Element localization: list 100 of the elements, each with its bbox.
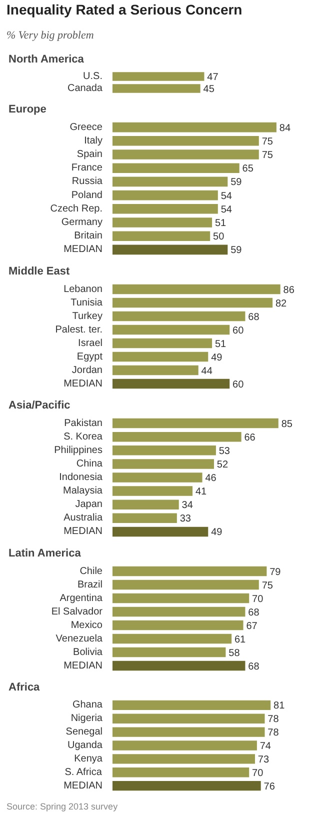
bar: [112, 150, 259, 160]
y-tick-label: S. Africa: [64, 766, 102, 778]
data-label: 76: [264, 781, 276, 792]
data-label: 52: [216, 459, 228, 470]
data-label: 66: [244, 432, 256, 444]
data-label: 68: [248, 607, 260, 618]
bar: [112, 298, 273, 308]
y-tick-label: Philippines: [54, 444, 103, 456]
data-label: 65: [242, 164, 254, 175]
data-label: 41: [195, 486, 208, 498]
data-label: 82: [275, 298, 288, 310]
data-label: 33: [180, 514, 192, 525]
bar: [112, 244, 228, 255]
y-tick-label: Brazil: [77, 579, 103, 590]
y-tick-label: Pakistan: [64, 418, 103, 429]
data-label: 59: [230, 177, 242, 188]
data-label: 84: [279, 122, 291, 134]
bar: [112, 218, 212, 228]
data-label: 74: [260, 741, 272, 752]
bar: [112, 768, 250, 778]
bar: [112, 446, 216, 456]
bar: [112, 660, 246, 671]
bar: [112, 513, 177, 524]
y-tick-label: Russia: [72, 176, 103, 188]
bar: [112, 163, 240, 173]
data-label: 53: [218, 446, 230, 457]
data-label: 78: [268, 714, 280, 726]
data-label: 75: [262, 150, 274, 161]
bar: [112, 459, 214, 469]
data-label: 51: [214, 218, 227, 229]
y-tick-label: Israel: [78, 338, 102, 349]
data-label: 81: [274, 700, 286, 712]
bar: [112, 620, 244, 630]
bar: [112, 647, 226, 658]
chart-title: Latin America: [8, 548, 82, 560]
bar: [112, 338, 212, 348]
bar: [112, 365, 198, 376]
y-tick-label: Argentina: [60, 592, 103, 604]
data-label: 78: [268, 728, 280, 739]
data-label: 60: [232, 325, 244, 336]
text: Africa: [8, 682, 41, 694]
bar: [112, 311, 246, 322]
data-label: 73: [258, 754, 270, 766]
text: Inequality Rated a Serious Concern: [6, 2, 242, 18]
chart-title: Asia/Pacific: [8, 400, 70, 412]
data-label: 58: [228, 648, 240, 659]
bar: [112, 700, 271, 710]
data-label: 61: [234, 634, 246, 646]
bar: [112, 754, 255, 764]
bar: [112, 352, 208, 362]
data-label: 70: [252, 768, 264, 779]
bar: [112, 190, 218, 200]
y-tick-label: Senegal: [66, 726, 103, 738]
y-tick-label: Bolivia: [73, 646, 103, 658]
y-tick-label: Kenya: [74, 753, 103, 764]
bar: [112, 727, 265, 737]
data-label: 54: [220, 190, 232, 202]
data-label: 44: [201, 366, 213, 377]
y-tick-label: Malaysia: [63, 486, 103, 497]
y-tick-label: MEDIAN: [64, 780, 103, 792]
y-tick-label: Mexico: [70, 620, 103, 631]
y-tick-label: MEDIAN: [64, 244, 103, 256]
bar: [112, 231, 210, 241]
y-tick-label: Turkey: [72, 310, 103, 322]
bar: [112, 176, 228, 187]
y-tick-label: MEDIAN: [64, 660, 103, 672]
bar: [112, 324, 230, 335]
bar: [112, 566, 267, 576]
data-label: 70: [252, 594, 264, 605]
data-label: 67: [246, 620, 258, 632]
data-label: 79: [270, 566, 282, 578]
bar: [112, 204, 218, 214]
bar: [112, 580, 259, 590]
data-label: 86: [283, 284, 295, 296]
data-label: 85: [281, 418, 293, 430]
data-label: 68: [248, 661, 260, 672]
y-tick-label: Egypt: [76, 351, 103, 362]
bar: [112, 432, 242, 442]
bar: [112, 122, 276, 132]
y-tick-label: El Salvador: [51, 606, 104, 618]
chart-title: Middle East: [8, 266, 70, 278]
chart-title: Europe: [8, 104, 46, 116]
bar: [112, 472, 202, 482]
data-label: 49: [211, 527, 223, 538]
bar: [112, 593, 250, 604]
y-tick-label: Jordan: [72, 364, 102, 376]
bar: [112, 714, 265, 724]
data-label: 46: [205, 473, 217, 484]
y-tick-label: Australia: [64, 512, 103, 524]
bar: [112, 500, 179, 510]
y-tick-label: Japan: [75, 499, 103, 510]
bar: [112, 486, 193, 496]
bar: [112, 526, 208, 537]
y-tick-label: Palest. ter.: [55, 324, 103, 336]
data-label: 49: [211, 352, 223, 364]
y-tick-label: Uganda: [67, 740, 103, 751]
bar: [112, 606, 246, 617]
data-label: 51: [214, 338, 227, 350]
y-tick-label: Czech Rep.: [50, 203, 103, 214]
y-tick-label: U.S.: [83, 71, 103, 82]
